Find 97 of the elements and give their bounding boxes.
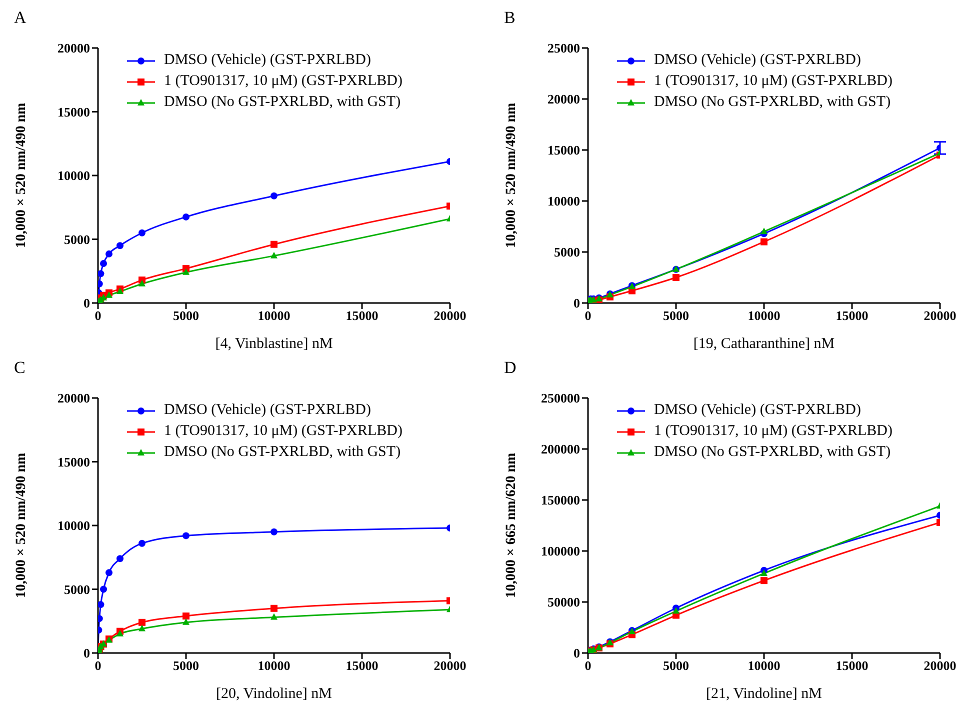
x-tick-label: 10000	[748, 658, 780, 674]
point	[138, 624, 146, 632]
y-tick-label: 0	[84, 646, 90, 661]
x-tick-label: 0	[584, 658, 592, 674]
chart-title: C	[14, 358, 26, 378]
point	[760, 577, 768, 584]
point	[270, 192, 278, 200]
y-tick-label: 100000	[541, 544, 580, 559]
y-tick-label: 20000	[548, 92, 580, 107]
x-tick-label: 15000	[346, 308, 378, 324]
y-tick-label: 15000	[58, 454, 90, 470]
legend-label: DMSO (Vehicle) (GST-PXRLBD)	[654, 401, 861, 420]
legend-label: 1 (TO901317, 10 μM) (GST-PXRLBD)	[654, 72, 892, 91]
x-tick-label: 0	[94, 308, 102, 324]
x-tick-label: 0	[94, 658, 102, 674]
y-tick-label: 20000	[58, 40, 90, 56]
y-tick-label: 250000	[541, 390, 580, 406]
x-axis-title: [19, Catharanthine] nM	[693, 336, 835, 352]
y-tick-label: 10000	[58, 168, 90, 184]
x-axis-title: [20, Vindoline] nM	[216, 686, 332, 702]
point	[138, 280, 146, 286]
legend-label: DMSO (No GST-PXRLBD, with GST)	[164, 443, 401, 462]
legend-label: DMSO (Vehicle) (GST-PXRLBD)	[654, 51, 861, 70]
x-tick-label: 20000	[924, 658, 956, 674]
point	[270, 528, 278, 536]
y-tick-label: 25000	[548, 40, 580, 56]
point	[182, 268, 190, 275]
x-tick-label: 5000	[663, 658, 689, 674]
y-tick-label: 0	[84, 296, 90, 311]
x-tick-label: 10000	[748, 308, 780, 324]
point	[270, 252, 278, 258]
x-tick-label: 5000	[173, 658, 199, 674]
x-tick-label: 20000	[434, 308, 466, 324]
y-axis-title: 10,000 × 520 nm/490 nm	[14, 102, 29, 248]
point	[270, 604, 278, 612]
point	[98, 270, 104, 278]
point	[100, 260, 108, 267]
y-tick-label: 0	[574, 646, 580, 661]
legend-label: 1 (TO901317, 10 μM) (GST-PXRLBD)	[654, 422, 892, 441]
point	[100, 586, 108, 593]
point	[182, 213, 190, 220]
x-tick-label: 15000	[346, 658, 378, 674]
point	[138, 540, 146, 547]
legend-label: DMSO (No GST-PXRLBD, with GST)	[654, 443, 891, 462]
y-axis-title: 10,000 × 520 nm/490 nm	[14, 452, 29, 598]
x-tick-label: 10000	[258, 308, 290, 324]
y-axis-title: 10,000 × 665 nm/620 nm	[504, 452, 519, 598]
x-tick-label: 20000	[924, 308, 956, 324]
point	[138, 229, 146, 236]
y-tick-label: 150000	[541, 492, 580, 508]
legend-label: DMSO (No GST-PXRLBD, with GST)	[654, 93, 891, 112]
y-axis-title: 10,000 × 520 nm/490 nm	[504, 102, 519, 248]
x-axis-title: [4, Vinblastine] nM	[215, 336, 333, 352]
y-tick-label: 5000	[64, 582, 90, 597]
x-tick-label: 5000	[173, 308, 199, 324]
y-tick-label: 0	[574, 296, 580, 311]
chart-title: B	[504, 8, 516, 28]
point	[182, 612, 190, 620]
x-axis-title: [21, Vindoline] nM	[706, 686, 822, 702]
x-tick-label: 10000	[258, 658, 290, 674]
x-tick-label: 20000	[434, 658, 466, 674]
legend-label: DMSO (Vehicle) (GST-PXRLBD)	[164, 51, 371, 70]
y-tick-label: 20000	[58, 390, 90, 406]
point	[760, 238, 768, 246]
legend-label: DMSO (No GST-PXRLBD, with GST)	[164, 93, 401, 112]
legend-label: DMSO (Vehicle) (GST-PXRLBD)	[164, 401, 371, 420]
point	[270, 613, 278, 620]
legend-label: 1 (TO901317, 10 μM) (GST-PXRLBD)	[164, 72, 402, 91]
point	[760, 569, 768, 576]
point	[760, 228, 768, 234]
x-tick-label: 0	[584, 308, 592, 324]
y-tick-label: 200000	[541, 442, 580, 457]
legend-label: 1 (TO901317, 10 μM) (GST-PXRLBD)	[164, 422, 402, 441]
point	[106, 250, 112, 258]
y-tick-label: 10000	[58, 518, 90, 534]
point	[138, 618, 146, 626]
chart-title: A	[14, 8, 26, 28]
y-tick-label: 5000	[554, 244, 580, 260]
x-tick-label: 15000	[836, 658, 868, 674]
point	[116, 555, 124, 562]
y-tick-label: 10000	[548, 194, 580, 209]
point	[116, 242, 124, 250]
point	[106, 569, 112, 576]
x-tick-label: 5000	[663, 308, 689, 324]
y-tick-label: 5000	[64, 232, 90, 247]
x-tick-label: 15000	[836, 308, 868, 324]
point	[116, 288, 124, 294]
point	[182, 532, 190, 540]
point	[182, 618, 190, 625]
point	[672, 607, 680, 614]
y-tick-label: 15000	[58, 104, 90, 120]
point	[270, 240, 278, 248]
y-tick-label: 15000	[548, 142, 580, 158]
point	[98, 601, 104, 608]
chart-title: D	[504, 358, 516, 378]
point	[672, 274, 680, 281]
y-tick-label: 50000	[548, 594, 580, 610]
